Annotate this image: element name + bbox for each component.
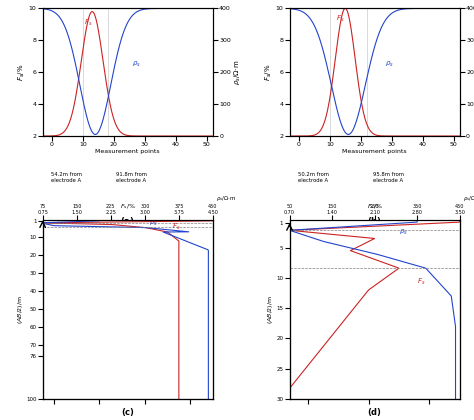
Y-axis label: $(AB/2)$/m: $(AB/2)$/m <box>266 295 275 324</box>
X-axis label: Measurement points: Measurement points <box>95 149 160 154</box>
Text: $\rho_s$/Ω·m: $\rho_s$/Ω·m <box>463 194 474 203</box>
Text: 50.2m from
electrode A: 50.2m from electrode A <box>298 172 329 183</box>
Text: 95.8m from
electrode A: 95.8m from electrode A <box>373 172 404 183</box>
Text: $F_s$: $F_s$ <box>84 17 93 28</box>
Text: 54.2m from
electrode A: 54.2m from electrode A <box>51 172 82 183</box>
Text: $\rho_s$: $\rho_s$ <box>132 60 141 69</box>
Text: $F_s$: $F_s$ <box>417 277 426 287</box>
Y-axis label: $\rho_s$/Ω·m: $\rho_s$/Ω·m <box>232 60 243 85</box>
Text: $\rho_s$: $\rho_s$ <box>149 218 158 228</box>
X-axis label: $F_s$/%: $F_s$/% <box>367 202 383 211</box>
Text: 91.8m from
electrode A: 91.8m from electrode A <box>116 172 146 183</box>
X-axis label: $F_s$/%: $F_s$/% <box>120 202 136 211</box>
Text: $F_s$: $F_s$ <box>336 14 345 24</box>
Text: $\bf{(d)}$: $\bf{(d)}$ <box>367 406 382 418</box>
Y-axis label: $(AB/2)$/m: $(AB/2)$/m <box>16 295 25 324</box>
Text: $\rho_s$: $\rho_s$ <box>399 228 408 237</box>
Y-axis label: $F_s$/%: $F_s$/% <box>17 63 27 81</box>
Text: $\bf{(c)}$: $\bf{(c)}$ <box>121 406 135 418</box>
Text: $\bf{(a)}$: $\bf{(a)}$ <box>120 215 135 227</box>
Text: $\rho_s$/Ω·m: $\rho_s$/Ω·m <box>216 194 237 203</box>
X-axis label: Measurement points: Measurement points <box>342 149 407 154</box>
Text: $\bf{(b)}$: $\bf{(b)}$ <box>367 215 382 227</box>
Y-axis label: $F_s$/%: $F_s$/% <box>264 63 274 81</box>
Text: $\rho_s$: $\rho_s$ <box>385 60 394 69</box>
Text: $F_s$: $F_s$ <box>172 222 181 233</box>
